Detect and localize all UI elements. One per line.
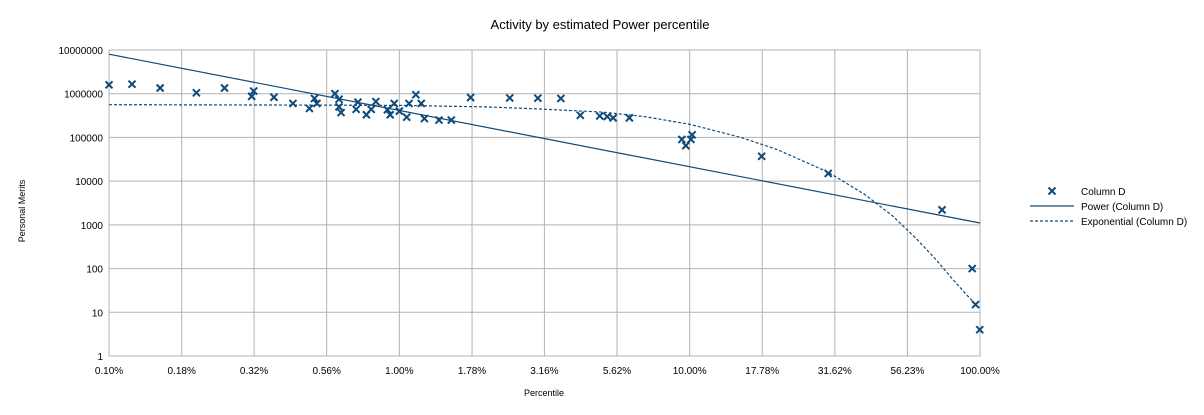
data-point [351,105,361,114]
y-tick-label: 100000 [70,133,104,144]
data-point [533,93,543,103]
x-tick-label: 0.18% [168,366,196,377]
data-point [334,94,344,104]
data-point [687,130,697,139]
data-point [556,94,566,103]
data-point [417,99,426,108]
data-point [576,111,585,120]
x-tick-label: 0.32% [240,366,268,377]
data-point [353,97,363,107]
x-tick-label: 17.78% [745,366,779,377]
data-point [155,83,165,93]
data-point [404,99,414,108]
data-point [371,97,381,106]
data-point [967,264,977,273]
y-tick-label: 1 [97,352,103,363]
data-point [192,88,201,97]
x-tick-label: 31.62% [818,366,852,377]
x-tick-label: 3.16% [530,366,558,377]
data-point [608,113,618,123]
data-point [305,104,314,113]
plot-area [108,49,981,357]
trend-lines [108,53,981,310]
x-tick-label: 10.00% [673,366,707,377]
data-point [385,110,395,119]
x-tick-label: 5.62% [603,366,631,377]
data-point [447,115,456,125]
data-point [269,93,279,102]
data-point [505,93,514,103]
data-point [249,86,258,96]
data-point [288,99,298,108]
scatter-points [104,79,984,334]
y-tick-label: 1000 [81,221,104,232]
data-point [971,300,980,309]
data-point [595,111,604,121]
legend-entry: Exponential (Column D) [1081,217,1187,228]
data-point [247,92,256,101]
data-point [220,83,229,93]
data-point [937,205,947,215]
data-point [603,112,612,121]
data-point [434,115,444,125]
y-tick-label: 10 [92,308,104,319]
data-point [823,169,833,178]
data-point [389,99,399,108]
legend-entry: Column D [1081,187,1125,198]
x-tick-label: 1.00% [385,366,413,377]
x-tick-labels: 0.10% 0.18% 0.32% 0.56% 1.00% 1.78% 3.16% 5.62%… [95,366,1000,377]
y-tick-label: 100 [86,265,103,276]
data-point [366,105,376,114]
data-point [310,94,319,103]
data-point [466,93,475,102]
y-tick-label: 10000000 [59,46,104,57]
legend: Column D Power (Column D) Exponential (Col… [1030,186,1187,228]
grid-lines [108,49,981,357]
data-point [677,135,687,144]
data-point [383,105,392,114]
y-axis-label: Personal Merits [17,179,27,242]
x-tick-label: 1.78% [458,366,486,377]
x-tick-label: 100.00% [960,366,1000,377]
data-point [411,90,421,99]
legend-entry: Power (Column D) [1081,202,1163,213]
chart-title: Activity by estimated Power percentile [491,17,710,32]
data-point [127,79,137,89]
data-point [420,114,429,123]
data-point [402,113,411,122]
data-point [104,80,114,89]
data-point [975,325,984,334]
x-tick-label: 0.56% [312,366,340,377]
data-point [625,113,634,123]
data-point [334,102,344,112]
exponential-trend-line [108,104,981,310]
y-tick-label: 1000000 [64,90,103,101]
y-tick-labels: 1 10 100 1000 10000 100000 1000000 10000000 [59,46,104,363]
data-point [395,106,404,116]
power-trend-line [108,53,981,224]
legend-marker-scatter [1047,186,1057,196]
x-tick-label: 56.23% [890,366,924,377]
data-point [312,99,322,108]
data-point [757,152,766,161]
x-axis-label: Percentile [524,388,564,398]
data-point [336,108,346,117]
y-tick-label: 10000 [75,177,103,188]
x-tick-label: 0.10% [95,366,123,377]
